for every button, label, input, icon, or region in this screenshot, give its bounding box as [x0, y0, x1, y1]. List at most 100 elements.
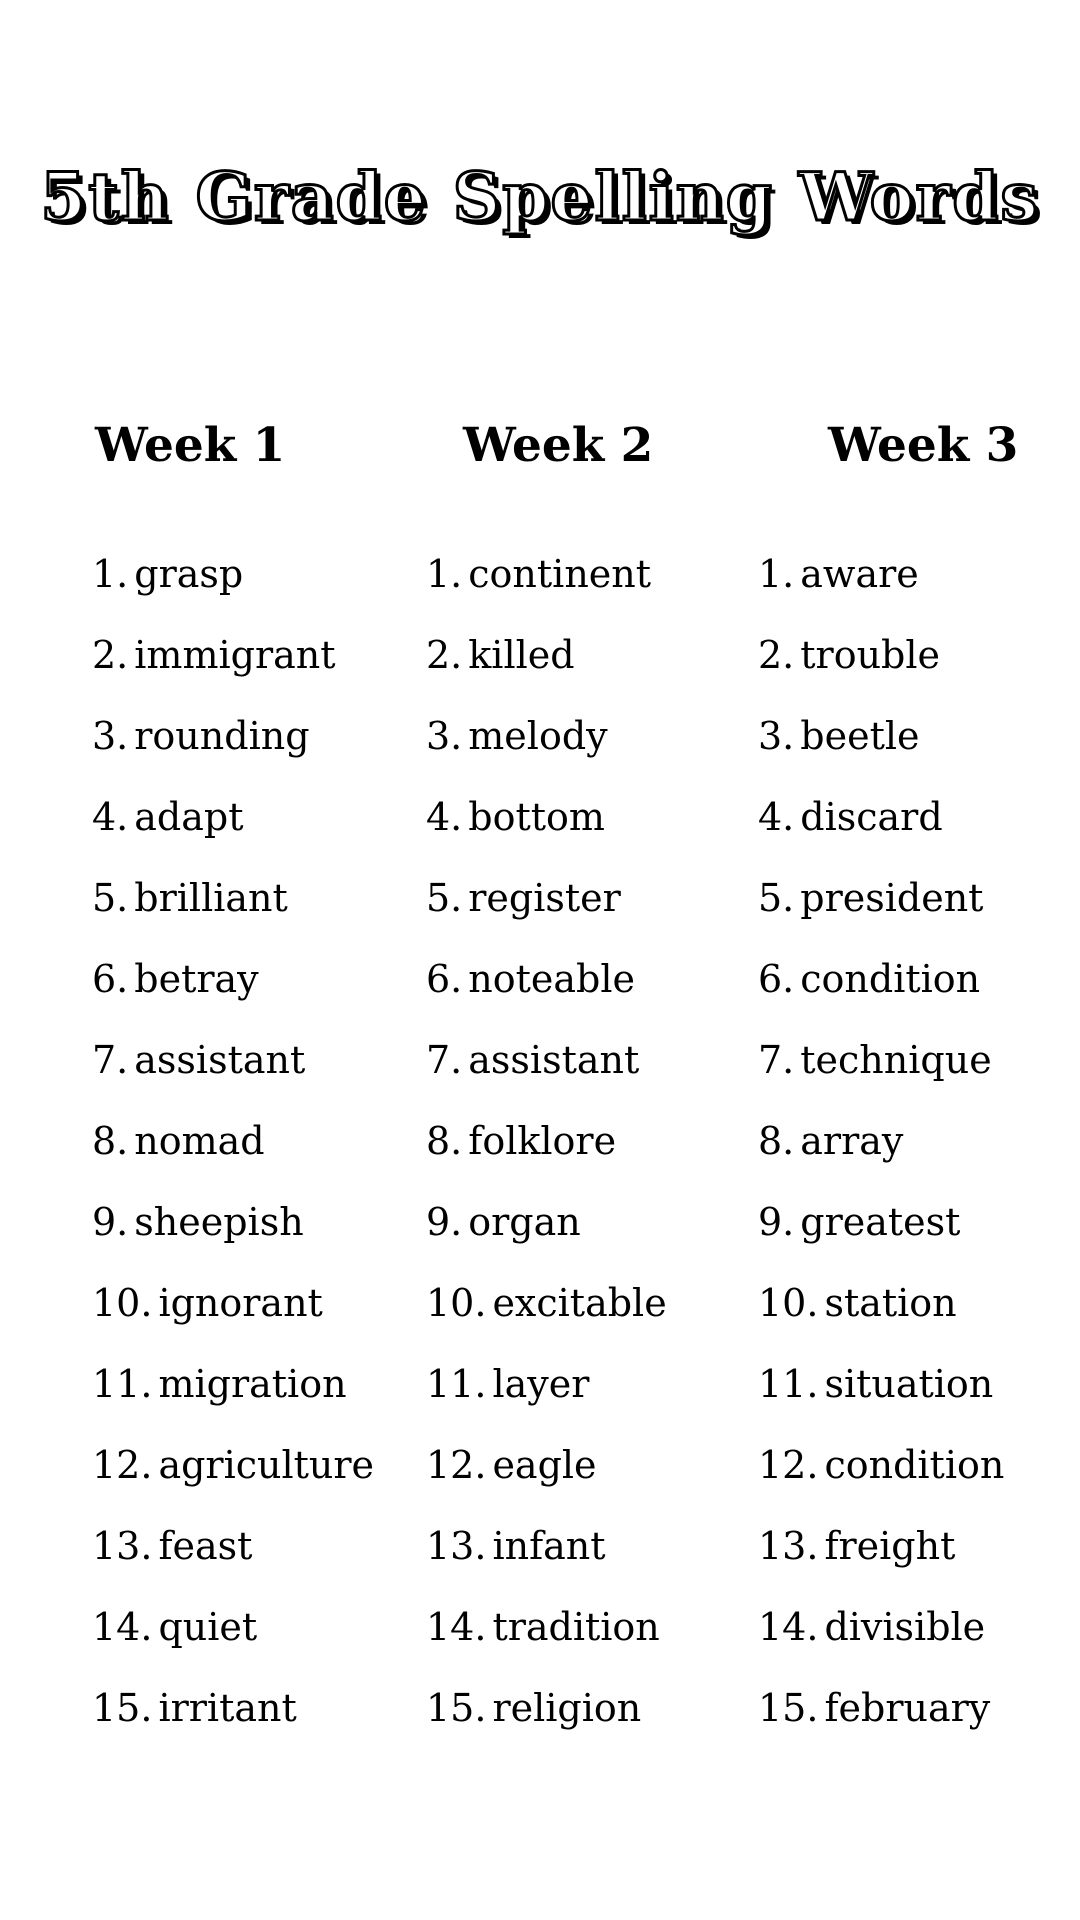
word-number: 5.: [426, 876, 463, 920]
list-item: 14. quiet: [92, 1587, 412, 1668]
word-text: killed: [468, 633, 575, 677]
list-item: 1. aware: [758, 534, 1078, 615]
list-item: 6. noteable: [426, 939, 746, 1020]
word-text: brilliant: [134, 876, 288, 920]
word-number: 5.: [758, 876, 795, 920]
list-item: 15. irritant: [92, 1668, 412, 1749]
word-number: 11.: [426, 1362, 487, 1406]
word-list: 1. continent 2. killed 3. melody 4. bottom 5. reg…: [426, 534, 746, 1749]
list-item: 4. discard: [758, 777, 1078, 858]
list-item: 11. layer: [426, 1344, 746, 1425]
word-text: beetle: [800, 714, 920, 758]
word-number: 13.: [758, 1524, 819, 1568]
word-number: 12.: [758, 1443, 819, 1487]
list-item: 7. assistant: [92, 1020, 412, 1101]
word-number: 13.: [426, 1524, 487, 1568]
list-item: 15. february: [758, 1668, 1078, 1749]
word-number: 11.: [92, 1362, 153, 1406]
word-text: organ: [468, 1200, 581, 1244]
word-text: discard: [800, 795, 943, 839]
word-text: tradition: [492, 1605, 660, 1649]
week-column: Week 3 1. aware 2. trouble 3. beetle 4. discard…: [758, 418, 1078, 1749]
word-text: rounding: [134, 714, 310, 758]
word-text: register: [468, 876, 621, 920]
list-item: 12. condition: [758, 1425, 1078, 1506]
list-item: 6. betray: [92, 939, 412, 1020]
list-item: 13. feast: [92, 1506, 412, 1587]
word-number: 15.: [758, 1686, 819, 1730]
list-item: 13. freight: [758, 1506, 1078, 1587]
word-text: station: [824, 1281, 957, 1325]
word-text: eagle: [492, 1443, 597, 1487]
word-text: february: [824, 1686, 991, 1730]
word-number: 10.: [426, 1281, 487, 1325]
list-item: 9. greatest: [758, 1182, 1078, 1263]
list-item: 5. brilliant: [92, 858, 412, 939]
page-title: 5th Grade Spelling Words: [39, 157, 1040, 238]
list-item: 7. assistant: [426, 1020, 746, 1101]
word-text: agriculture: [158, 1443, 375, 1487]
word-number: 2.: [92, 633, 129, 677]
list-item: 7. technique: [758, 1020, 1078, 1101]
list-item: 3. melody: [426, 696, 746, 777]
word-number: 4.: [758, 795, 795, 839]
list-item: 10. excitable: [426, 1263, 746, 1344]
word-text: infant: [492, 1524, 606, 1568]
word-text: situation: [824, 1362, 994, 1406]
word-list: 1. aware 2. trouble 3. beetle 4. discard 5. presi…: [758, 534, 1078, 1749]
word-text: freight: [824, 1524, 956, 1568]
list-item: 9. sheepish: [92, 1182, 412, 1263]
word-text: folklore: [468, 1119, 617, 1163]
list-item: 11. migration: [92, 1344, 412, 1425]
list-item: 8. nomad: [92, 1101, 412, 1182]
word-number: 15.: [426, 1686, 487, 1730]
word-text: quiet: [158, 1605, 258, 1649]
word-text: condition: [824, 1443, 1005, 1487]
word-text: melody: [468, 714, 608, 758]
word-number: 5.: [92, 876, 129, 920]
word-number: 6.: [426, 957, 463, 1001]
week-column: Week 2 1. continent 2. killed 3. melody 4. bott…: [426, 418, 746, 1749]
word-text: continent: [468, 552, 652, 596]
list-item: 10. station: [758, 1263, 1078, 1344]
word-number: 7.: [426, 1038, 463, 1082]
word-number: 6.: [758, 957, 795, 1001]
list-item: 14. tradition: [426, 1587, 746, 1668]
word-number: 14.: [758, 1605, 819, 1649]
list-item: 6. condition: [758, 939, 1078, 1020]
word-number: 8.: [426, 1119, 463, 1163]
list-item: 13. infant: [426, 1506, 746, 1587]
word-text: assistant: [134, 1038, 306, 1082]
list-item: 1. grasp: [92, 534, 412, 615]
word-list: 1. grasp 2. immigrant 3. rounding 4. adapt 5. bri…: [92, 534, 412, 1749]
word-text: sheepish: [134, 1200, 304, 1244]
word-text: migration: [158, 1362, 347, 1406]
word-number: 3.: [426, 714, 463, 758]
word-number: 9.: [426, 1200, 463, 1244]
list-item: 5. president: [758, 858, 1078, 939]
word-text: president: [800, 876, 984, 920]
word-number: 12.: [92, 1443, 153, 1487]
word-text: noteable: [468, 957, 635, 1001]
word-text: condition: [800, 957, 981, 1001]
week-header: Week 1: [95, 418, 286, 473]
word-number: 3.: [758, 714, 795, 758]
list-item: 12. agriculture: [92, 1425, 412, 1506]
word-number: 8.: [758, 1119, 795, 1163]
word-text: bottom: [468, 795, 605, 839]
word-number: 2.: [758, 633, 795, 677]
word-number: 4.: [92, 795, 129, 839]
list-item: 14. divisible: [758, 1587, 1078, 1668]
word-text: assistant: [468, 1038, 640, 1082]
word-text: ignorant: [158, 1281, 323, 1325]
week-header: Week 3: [828, 418, 1019, 473]
word-number: 9.: [758, 1200, 795, 1244]
week-header: Week 2: [463, 418, 654, 473]
word-text: divisible: [824, 1605, 986, 1649]
list-item: 2. trouble: [758, 615, 1078, 696]
word-text: aware: [800, 552, 919, 596]
word-number: 4.: [426, 795, 463, 839]
word-number: 7.: [758, 1038, 795, 1082]
list-item: 10. ignorant: [92, 1263, 412, 1344]
word-text: betray: [134, 957, 259, 1001]
